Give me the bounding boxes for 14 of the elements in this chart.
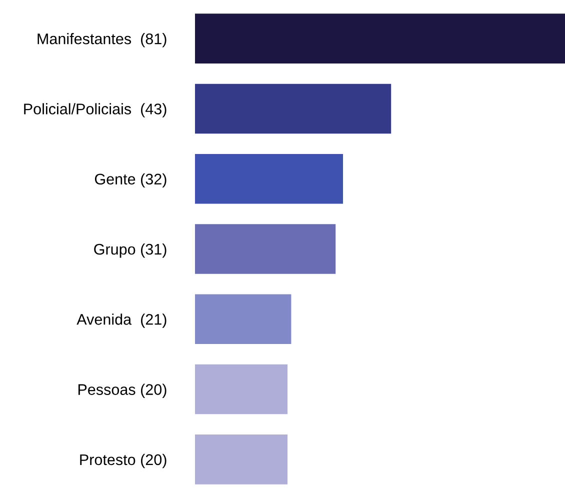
bar <box>195 14 565 64</box>
bar <box>195 434 288 484</box>
bar <box>195 364 288 414</box>
y-tick-label: Manifestantes (81) <box>38 33 166 48</box>
bar <box>195 224 336 274</box>
y-tick-label: Avenida (21) <box>76 314 166 328</box>
y-tick-label: Protesto (20) <box>80 454 166 468</box>
bar <box>195 84 392 134</box>
y-tick-label: Gente (32) <box>94 173 166 188</box>
y-tick-label: Pessoas (20) <box>78 384 166 398</box>
bar <box>195 294 292 344</box>
y-tick-label: Policial/Policiais (43) <box>24 103 166 118</box>
bar <box>195 154 343 204</box>
y-tick-label: Grupo (31) <box>94 243 166 258</box>
